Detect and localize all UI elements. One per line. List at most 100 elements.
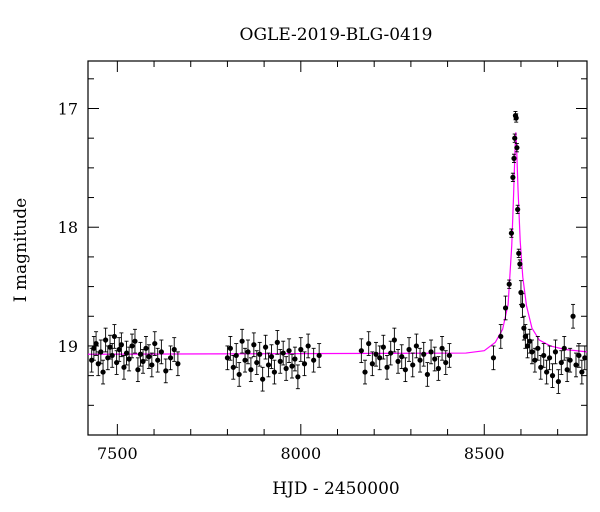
model-curve	[87, 132, 588, 355]
data-point	[377, 345, 383, 371]
point-marker	[384, 364, 390, 370]
data-point	[502, 295, 509, 321]
data-point	[163, 358, 169, 384]
data-point	[175, 351, 181, 377]
data-point	[388, 340, 394, 366]
data-point	[155, 347, 161, 373]
data-point	[513, 113, 519, 123]
point-marker	[535, 345, 541, 351]
point-marker	[417, 357, 423, 363]
data-point	[89, 347, 95, 373]
point-marker	[573, 362, 579, 368]
data-point	[236, 362, 242, 387]
data-point	[522, 324, 528, 349]
point-marker	[406, 346, 412, 353]
point-marker	[373, 351, 379, 357]
point-marker	[91, 345, 97, 351]
data-point	[137, 341, 144, 367]
point-marker	[245, 349, 251, 355]
point-marker	[280, 350, 286, 356]
data-point	[123, 340, 130, 366]
data-point	[549, 363, 556, 388]
data-point	[268, 344, 275, 369]
data-point	[274, 330, 280, 355]
y-axis-label: I magnitude	[11, 198, 31, 302]
point-marker	[506, 281, 512, 287]
data-point	[362, 359, 368, 385]
data-point	[544, 359, 550, 385]
point-marker	[529, 349, 535, 355]
data-point	[280, 340, 286, 366]
point-marker	[171, 346, 177, 353]
data-point	[167, 345, 174, 371]
point-marker	[292, 356, 298, 362]
point-marker	[254, 359, 260, 366]
data-point	[103, 327, 109, 353]
data-point	[262, 334, 269, 360]
point-marker	[283, 365, 289, 372]
data-point	[251, 332, 257, 358]
data-point	[298, 337, 304, 362]
data-point	[100, 359, 106, 385]
data-point	[576, 343, 582, 368]
point-marker	[143, 345, 149, 351]
data-point	[511, 153, 517, 163]
point-marker	[570, 313, 576, 319]
data-point	[146, 344, 152, 369]
data-point	[316, 343, 322, 368]
data-point	[135, 357, 141, 383]
data-point	[541, 343, 547, 368]
point-marker	[439, 345, 445, 351]
y-tick-label: 19	[58, 337, 78, 356]
x-tick-label: 7500	[97, 444, 138, 463]
data-point	[239, 328, 245, 354]
data-point	[271, 359, 277, 385]
data-point	[277, 349, 283, 374]
data-point	[358, 338, 364, 364]
data-point	[152, 331, 158, 356]
data-point	[121, 355, 127, 380]
data-point	[98, 339, 104, 365]
point-marker	[257, 351, 263, 357]
data-point	[535, 336, 541, 361]
point-marker	[301, 361, 308, 367]
data-point	[227, 336, 233, 361]
data-point	[248, 357, 254, 383]
point-marker	[155, 357, 161, 363]
data-point	[91, 336, 97, 361]
data-point	[410, 352, 416, 378]
data-point	[305, 333, 311, 359]
data-points	[89, 111, 588, 394]
point-marker	[121, 364, 127, 370]
point-marker	[558, 359, 564, 366]
data-point	[435, 356, 442, 381]
point-marker	[514, 145, 520, 151]
point-marker	[380, 344, 386, 350]
data-point	[171, 337, 177, 362]
point-marker	[517, 261, 523, 267]
point-marker	[298, 346, 304, 353]
point-marker	[98, 349, 104, 355]
data-point	[524, 333, 531, 359]
data-point	[257, 341, 263, 367]
point-marker	[175, 361, 181, 367]
data-point	[558, 350, 564, 375]
point-marker	[224, 355, 231, 361]
point-marker	[388, 350, 394, 356]
point-marker	[413, 343, 419, 349]
data-point	[417, 347, 423, 373]
data-point	[111, 324, 118, 349]
point-marker	[114, 359, 120, 366]
data-point	[245, 339, 251, 365]
point-marker	[132, 338, 138, 344]
point-marker	[242, 357, 248, 363]
data-point	[579, 359, 585, 385]
data-point	[260, 366, 266, 392]
point-marker	[152, 340, 158, 347]
data-point	[564, 357, 570, 383]
point-marker	[89, 357, 95, 363]
point-marker	[129, 343, 135, 349]
point-marker	[502, 305, 509, 311]
point-marker	[286, 348, 292, 354]
